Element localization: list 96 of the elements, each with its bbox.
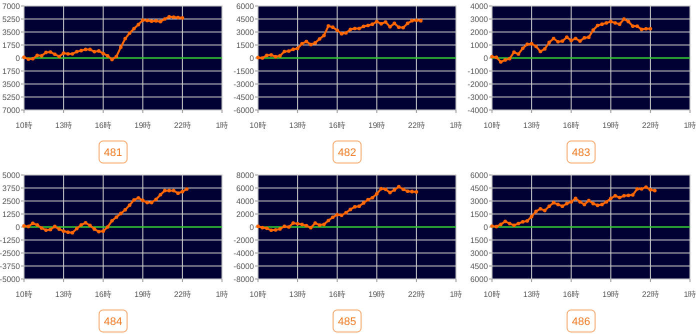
y-tick-label: 7000 (2, 106, 21, 115)
x-tick-label: 1時 (450, 290, 462, 299)
y-tick-label: 4000 (470, 2, 489, 11)
y-tick-label: -6000 (234, 262, 255, 271)
text: 484 (104, 316, 122, 328)
x-tick-label: 13時 (289, 121, 306, 130)
x-tick-label: 16時 (562, 290, 580, 299)
y-tick-label: -1250 (0, 236, 21, 245)
x-tick-label: 13時 (55, 290, 72, 299)
y-tick-label: -3750 (0, 262, 21, 271)
y-tick-label: 6000 (236, 184, 255, 193)
y-tick-label: -8000 (234, 275, 255, 284)
x-tick-label: 10時 (250, 290, 266, 299)
y-tick-label: 6000 (236, 2, 255, 11)
y-tick-label: -2500 (0, 249, 21, 258)
y-tick-label: 1500 (236, 41, 255, 50)
y-tick-label: -3000 (468, 93, 489, 102)
x-tick-label: 1時 (684, 290, 696, 299)
y-tick-label: 3750 (2, 184, 21, 193)
x-tick-label: 16時 (328, 290, 346, 299)
y-tick-label: -4000 (234, 249, 255, 258)
text: 483 (572, 147, 590, 159)
y-tick-label: -3000 (234, 80, 255, 89)
y-tick-label: 1000 (470, 41, 489, 50)
x-tick-label: 1時 (216, 121, 228, 130)
y-tick-label: 0 (16, 223, 21, 232)
y-tick-label: 4500 (470, 262, 489, 271)
y-tick-label: 6000 (470, 275, 489, 284)
x-tick-label: 22時 (642, 290, 659, 299)
y-tick-label: 0 (484, 223, 489, 232)
x-tick-label: 19時 (134, 121, 152, 130)
y-tick-label: 1750 (2, 41, 21, 50)
x-tick-label: 22時 (174, 121, 191, 130)
y-tick-label: -6000 (234, 106, 255, 115)
y-tick-label: 0 (16, 54, 21, 63)
x-tick-label: 1時 (684, 121, 696, 130)
y-tick-label: 5250 (2, 93, 21, 102)
text: 481 (104, 147, 122, 159)
y-tick-label: 6000 (470, 171, 489, 180)
y-tick-label: -1500 (234, 67, 255, 76)
y-tick-label: 5250 (2, 15, 21, 24)
y-tick-label: 1750 (2, 67, 21, 76)
x-tick-label: 13時 (55, 121, 72, 130)
y-tick-label: 4000 (236, 197, 255, 206)
x-tick-label: 19時 (368, 121, 386, 130)
y-tick-label: 0 (484, 54, 489, 63)
x-tick-label: 22時 (408, 290, 425, 299)
y-tick-label: 2000 (470, 28, 489, 37)
y-tick-label: 4500 (236, 15, 255, 24)
x-tick-label: 10時 (16, 121, 32, 130)
y-tick-label: 2000 (236, 210, 255, 219)
x-tick-label: 1時 (450, 121, 462, 130)
y-tick-label: 7000 (2, 2, 21, 11)
y-tick-label: 3000 (236, 28, 255, 37)
y-tick-label: -1000 (468, 67, 489, 76)
x-tick-label: 22時 (174, 290, 191, 299)
x-tick-label: 1時 (216, 290, 228, 299)
y-tick-label: 2500 (2, 197, 21, 206)
y-tick-label: 1500 (470, 236, 489, 245)
y-tick-label: 3500 (2, 28, 21, 37)
y-tick-label: 0 (250, 54, 255, 63)
y-tick-label: 0 (250, 223, 255, 232)
text: 485 (338, 316, 356, 328)
x-tick-label: 19時 (602, 121, 620, 130)
y-tick-label: 3000 (470, 197, 489, 206)
x-tick-label: 16時 (328, 121, 346, 130)
x-tick-label: 19時 (368, 290, 386, 299)
x-tick-label: 19時 (134, 290, 152, 299)
y-tick-label: 3000 (470, 15, 489, 24)
x-tick-label: 10時 (484, 121, 500, 130)
x-tick-label: 19時 (602, 290, 620, 299)
x-tick-label: 22時 (408, 121, 425, 130)
y-tick-label: -4000 (468, 106, 489, 115)
y-tick-label: 3500 (2, 80, 21, 89)
x-tick-label: 10時 (250, 121, 266, 130)
x-tick-label: 13時 (289, 290, 306, 299)
y-tick-label: -2000 (468, 80, 489, 89)
x-tick-label: 10時 (16, 290, 32, 299)
y-tick-label: -5000 (0, 275, 21, 284)
x-tick-label: 16時 (562, 121, 580, 130)
y-tick-label: 8000 (236, 171, 255, 180)
x-tick-label: 13時 (523, 121, 540, 130)
text: 486 (572, 316, 590, 328)
y-tick-label: -2000 (234, 236, 255, 245)
x-tick-label: 13時 (523, 290, 540, 299)
y-tick-label: 5000 (2, 171, 21, 180)
x-tick-label: 22時 (642, 121, 659, 130)
y-tick-label: 3000 (470, 249, 489, 258)
y-tick-label: -4500 (234, 93, 255, 102)
text: 482 (338, 147, 356, 159)
y-tick-label: 1250 (2, 210, 21, 219)
y-tick-label: 4500 (470, 184, 489, 193)
y-tick-label: 1500 (470, 210, 489, 219)
x-tick-label: 10時 (484, 290, 500, 299)
x-tick-label: 16時 (94, 290, 112, 299)
x-tick-label: 16時 (94, 121, 112, 130)
